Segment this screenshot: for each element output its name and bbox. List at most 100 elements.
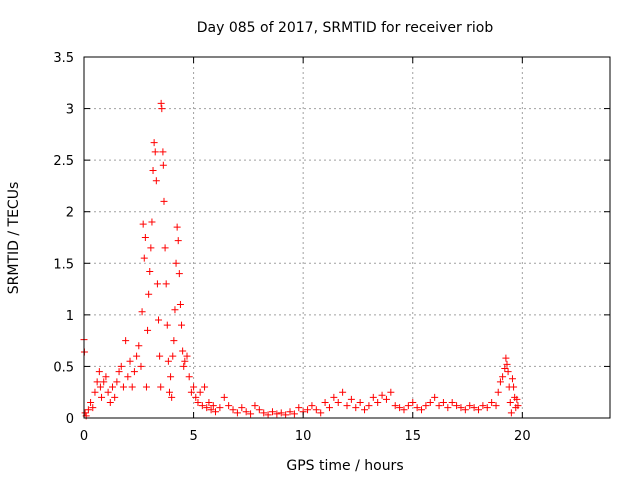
data-point [268, 408, 276, 416]
data-point [369, 393, 377, 401]
data-point [404, 402, 412, 410]
data-point [190, 383, 198, 391]
data-point [286, 408, 294, 416]
data-point [113, 378, 121, 386]
data-point [212, 408, 219, 416]
data-point [422, 402, 430, 410]
data-point [198, 402, 206, 410]
data-point [163, 321, 171, 329]
data-point [503, 360, 511, 368]
data-point [448, 399, 456, 407]
data-point [207, 406, 215, 414]
data-point [201, 383, 209, 391]
data-point [153, 280, 161, 288]
data-point [508, 375, 516, 383]
y-tick-label: 3.5 [53, 51, 74, 66]
data-point [457, 404, 465, 412]
data-point [492, 402, 500, 410]
data-point [312, 406, 320, 414]
data-point [171, 306, 179, 314]
data-point [93, 378, 101, 386]
data-point [133, 352, 141, 360]
data-point [238, 404, 246, 412]
x-tick-label: 5 [189, 429, 197, 444]
data-point [126, 357, 134, 365]
data-point [96, 383, 104, 391]
data-point [178, 321, 186, 329]
data-point [510, 383, 518, 391]
data-point [374, 399, 382, 407]
data-point [106, 399, 114, 407]
data-point [499, 373, 507, 381]
data-point [158, 105, 166, 113]
data-point [104, 388, 112, 396]
y-tick-label: 1 [66, 309, 74, 324]
x-tick-label: 10 [295, 429, 312, 444]
data-point [501, 364, 509, 372]
data-point [157, 383, 165, 391]
data-point [225, 402, 233, 410]
data-point [483, 404, 491, 412]
data-point [365, 402, 373, 410]
data-point [330, 393, 338, 401]
data-point [290, 410, 298, 418]
data-point [150, 139, 158, 147]
data-point [295, 404, 303, 412]
data-point [172, 259, 180, 267]
data-point [149, 166, 157, 174]
data-point [247, 410, 255, 418]
data-point [216, 404, 224, 412]
data-point [156, 352, 164, 360]
data-point [165, 388, 173, 396]
data-point [334, 399, 342, 407]
data-point [479, 402, 487, 410]
data-point [138, 308, 146, 316]
plot-frame [83, 56, 611, 419]
data-point [439, 399, 447, 407]
data-point [187, 388, 195, 396]
data-point [141, 234, 149, 241]
data-point [361, 406, 369, 414]
data-point [98, 393, 106, 401]
data-point [502, 354, 510, 362]
data-point [343, 402, 351, 410]
data-point [264, 411, 272, 419]
x-tick-label: 0 [80, 429, 88, 444]
y-tick-label: 0 [66, 412, 74, 427]
data-point [124, 373, 132, 381]
data-point [321, 399, 329, 407]
data-point [81, 409, 89, 417]
data-point [418, 406, 426, 414]
data-point [174, 237, 182, 245]
x-tick-label: 15 [404, 429, 421, 444]
data-point [167, 373, 175, 381]
data-point [209, 402, 217, 410]
data-point [115, 368, 123, 376]
data-point [470, 404, 478, 412]
data-point [220, 393, 228, 401]
data-point [89, 404, 97, 412]
data-point [242, 408, 250, 416]
data-point [400, 406, 408, 414]
data-point [87, 399, 95, 407]
data-point [513, 395, 521, 403]
data-point [181, 357, 189, 365]
data-point [251, 402, 259, 410]
data-point [494, 388, 502, 396]
data-point [488, 399, 496, 407]
data-point [164, 357, 172, 365]
data-point [317, 409, 325, 417]
data-point [135, 342, 143, 350]
data-point [504, 368, 512, 376]
data-point [159, 161, 167, 169]
data-point [396, 404, 404, 412]
data-point [229, 406, 237, 414]
data-point [282, 411, 290, 419]
data-point [185, 373, 193, 381]
data-point [444, 404, 452, 412]
data-point [122, 337, 130, 345]
x-tick-label: 20 [514, 429, 531, 444]
data-point [192, 393, 200, 401]
data-point [426, 399, 434, 407]
data-point [170, 337, 178, 345]
